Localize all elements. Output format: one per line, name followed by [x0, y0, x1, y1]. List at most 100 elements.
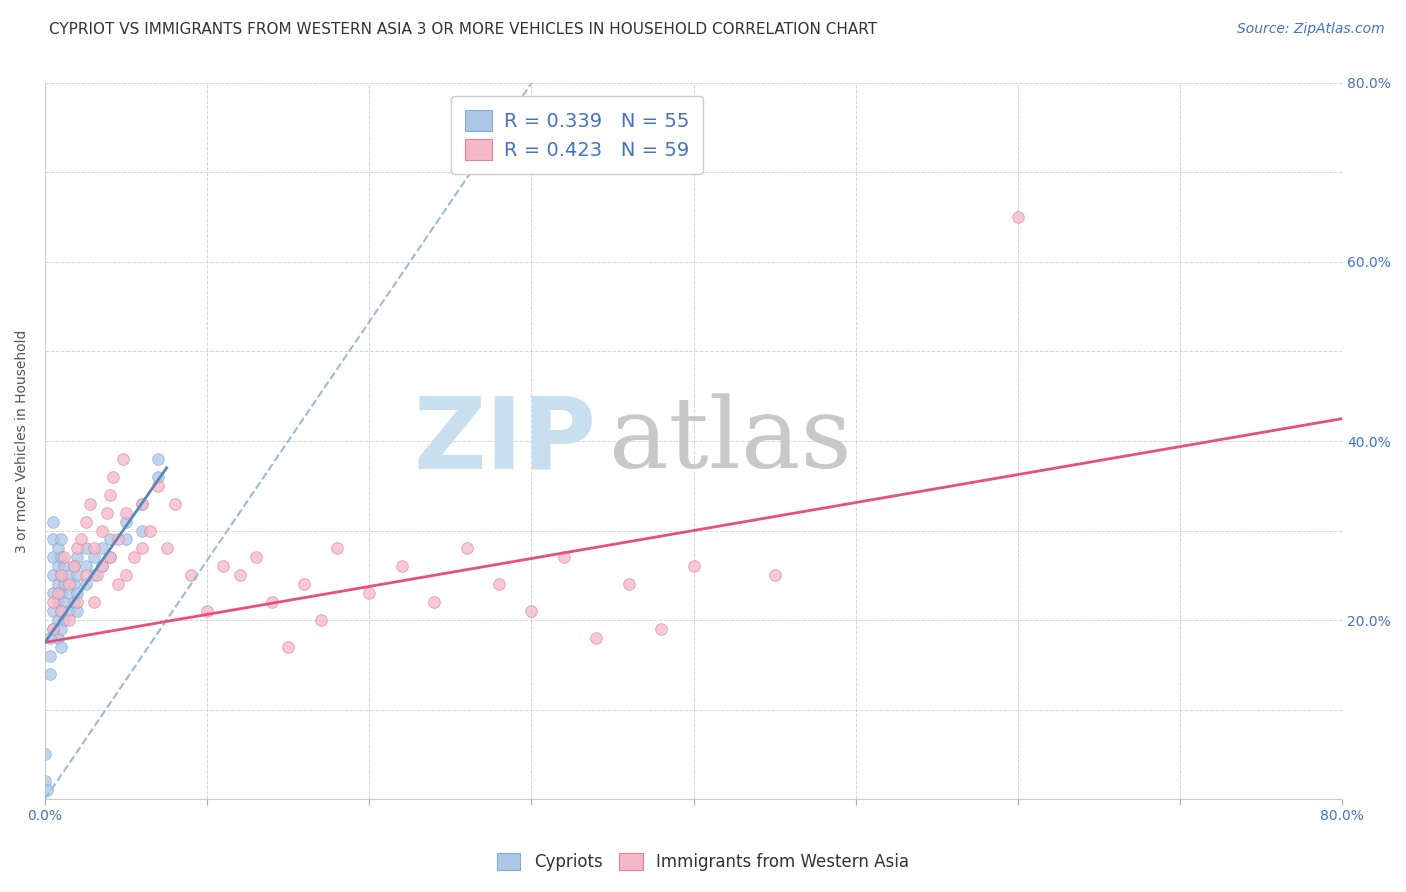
Point [101, 470, 124, 484]
Point [53, 559, 76, 574]
Point [79, 497, 101, 511]
Point [763, 568, 786, 582]
Point [51, 622, 73, 636]
Point [51, 568, 73, 582]
Point [180, 568, 202, 582]
Point [107, 577, 129, 591]
Point [63, 559, 86, 574]
Point [66, 604, 89, 618]
Point [42, 604, 65, 618]
Point [53, 595, 76, 609]
Point [488, 577, 510, 591]
Point [650, 622, 672, 636]
Point [58, 568, 80, 582]
Point [51, 568, 73, 582]
Point [90, 559, 112, 574]
Point [42, 622, 65, 636]
Point [83, 541, 105, 556]
Point [53, 613, 76, 627]
Legend: R = 0.339   N = 55, R = 0.423   N = 59: R = 0.339 N = 55, R = 0.423 N = 59 [451, 96, 703, 174]
Point [42, 586, 65, 600]
Point [34, 747, 56, 762]
Point [96, 506, 118, 520]
Legend: Cypriots, Immigrants from Western Asia: Cypriots, Immigrants from Western Asia [489, 845, 917, 880]
Point [245, 550, 267, 565]
Point [520, 604, 543, 618]
Point [53, 577, 76, 591]
Point [38, 666, 60, 681]
Point [42, 533, 65, 547]
Point [98, 533, 121, 547]
Point [75, 559, 97, 574]
Point [34, 774, 56, 789]
Point [83, 595, 105, 609]
Point [66, 568, 89, 582]
Point [51, 533, 73, 547]
Point [42, 595, 65, 609]
Point [195, 604, 218, 618]
Point [122, 550, 145, 565]
Point [115, 533, 138, 547]
Point [423, 595, 446, 609]
Point [69, 533, 91, 547]
Point [682, 559, 704, 574]
Point [212, 559, 235, 574]
Point [75, 515, 97, 529]
Point [86, 568, 108, 582]
Point [38, 648, 60, 663]
Point [326, 541, 349, 556]
Point [58, 613, 80, 627]
Point [115, 515, 138, 529]
Point [148, 479, 170, 493]
Point [35, 783, 58, 797]
Point [228, 568, 250, 582]
Text: CYPRIOT VS IMMIGRANTS FROM WESTERN ASIA 3 OR MORE VEHICLES IN HOUSEHOLD CORRELAT: CYPRIOT VS IMMIGRANTS FROM WESTERN ASIA … [49, 22, 877, 37]
Point [63, 559, 86, 574]
Point [139, 524, 162, 538]
Point [46, 613, 69, 627]
Point [66, 586, 89, 600]
Point [58, 586, 80, 600]
Point [66, 550, 89, 565]
Point [90, 541, 112, 556]
Point [53, 550, 76, 565]
Point [294, 577, 316, 591]
Point [51, 550, 73, 565]
Point [46, 595, 69, 609]
Point [46, 586, 69, 600]
Point [83, 568, 105, 582]
Point [51, 604, 73, 618]
Point [98, 550, 121, 565]
Point [46, 541, 69, 556]
Point [359, 586, 381, 600]
Point [163, 497, 186, 511]
Point [456, 541, 478, 556]
Point [63, 577, 86, 591]
Point [391, 559, 413, 574]
Point [553, 550, 575, 565]
Point [51, 604, 73, 618]
Point [46, 559, 69, 574]
Point [42, 622, 65, 636]
Point [131, 541, 153, 556]
Point [148, 451, 170, 466]
Point [42, 550, 65, 565]
Point [58, 604, 80, 618]
Point [51, 640, 73, 654]
Text: ZIP: ZIP [413, 392, 596, 490]
Point [90, 559, 112, 574]
Point [66, 541, 89, 556]
Point [75, 577, 97, 591]
Point [131, 497, 153, 511]
Point [260, 595, 283, 609]
Point [83, 550, 105, 565]
Text: Source: ZipAtlas.com: Source: ZipAtlas.com [1237, 22, 1385, 37]
Point [148, 470, 170, 484]
Point [585, 631, 607, 645]
Point [66, 595, 89, 609]
Point [46, 577, 69, 591]
Point [277, 640, 299, 654]
Point [75, 568, 97, 582]
Point [131, 497, 153, 511]
Point [42, 568, 65, 582]
